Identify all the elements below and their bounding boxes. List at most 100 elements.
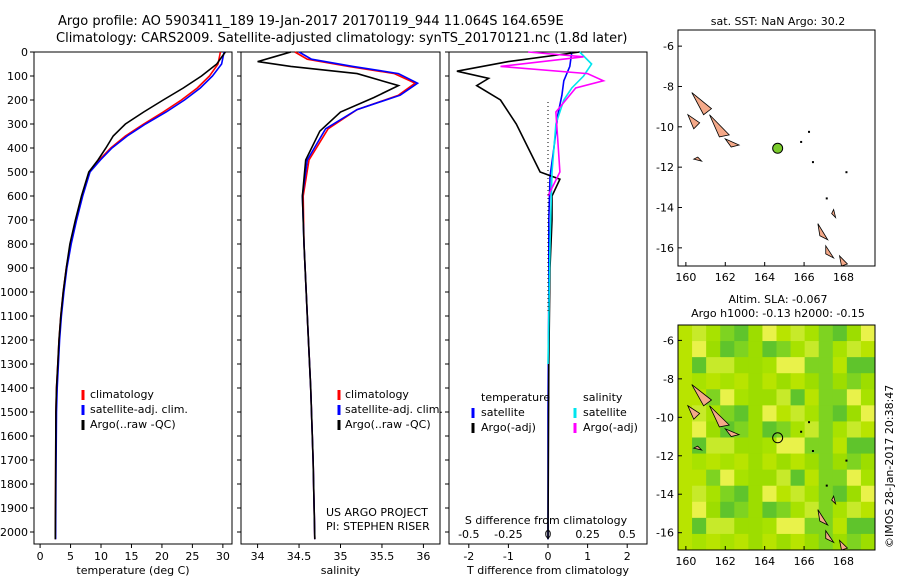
y-tick-label: -6 — [663, 40, 674, 53]
x-tick-label: 162 — [715, 555, 736, 568]
x-tick-label: 30 — [216, 550, 230, 563]
heatmap-cell — [706, 325, 721, 342]
heatmap-cell — [776, 405, 792, 422]
y-tick-label: 100 — [7, 70, 28, 83]
y-tick-label: 1000 — [0, 286, 28, 299]
y-tick-label: -16 — [656, 242, 674, 255]
heatmap-cell — [790, 469, 806, 487]
heatmap-cell — [832, 325, 848, 342]
heatmap-cell — [692, 501, 707, 519]
heatmap-cell — [762, 405, 777, 422]
heatmap-cell — [776, 389, 792, 406]
map-frame — [677, 324, 876, 551]
heatmap-cell — [832, 373, 848, 390]
heatmap-cell — [776, 421, 792, 438]
heatmap-cell — [762, 373, 777, 390]
x-axis-label: temperature (deg C) — [76, 564, 189, 577]
heatmap-cell — [846, 325, 862, 342]
heatmap-cell — [790, 341, 806, 358]
heatmap-cell — [776, 357, 792, 374]
heatmap-cell — [832, 453, 848, 471]
argo-position-marker — [772, 142, 784, 154]
heatmap-cell — [832, 341, 848, 358]
heatmap-cell — [734, 357, 749, 374]
plot-frame — [33, 51, 233, 545]
heatmap-cell — [846, 421, 862, 438]
legend-label: satellite — [583, 406, 627, 419]
heatmap-cell — [776, 437, 792, 455]
x-tick-label: 35 — [334, 550, 348, 563]
heatmap-cell — [734, 517, 749, 535]
heatmap-cell — [846, 485, 862, 503]
legend-label: Argo(-adj) — [481, 421, 536, 434]
legend-label: Argo(..raw -QC) — [345, 418, 431, 431]
heatmap-cell — [748, 485, 763, 503]
heatmap-cell — [804, 325, 820, 342]
temperature-plot: 0 5 10 15 20 25 300100200300400500600700800900… — [0, 46, 233, 577]
heatmap-cell — [734, 405, 749, 422]
x-tick-label: 164 — [754, 271, 775, 284]
y-tick-label: -14 — [656, 202, 674, 215]
y-tick-label: -10 — [656, 411, 674, 424]
series-line — [54, 51, 226, 540]
sst-map: sat. SST: NaN Argo: 30.2 160 162 164 166 168 -… — [656, 15, 876, 284]
heatmap-cell — [692, 357, 707, 374]
heatmap-cell — [818, 453, 834, 471]
heatmap-cell — [860, 357, 876, 374]
y-tick-label: -6 — [663, 334, 674, 347]
heatmap-cell — [692, 453, 707, 471]
heatmap-cell — [818, 421, 834, 438]
heatmap-cell — [748, 501, 763, 519]
heatmap-cell — [776, 469, 792, 487]
island — [724, 137, 741, 148]
island — [817, 509, 829, 526]
islet — [845, 171, 848, 174]
heatmap-cell — [776, 485, 792, 503]
heatmap-cell — [734, 533, 749, 551]
heatmap-cell — [776, 373, 792, 390]
heatmap-cell — [678, 533, 693, 551]
heatmap-cell — [692, 533, 707, 551]
series-line — [547, 51, 593, 365]
heatmap-cell — [720, 325, 735, 342]
heatmap-cell — [790, 453, 806, 471]
legend-heading: temperature — [481, 391, 550, 404]
heatmap-cell — [804, 357, 820, 374]
heatmap-cell — [762, 469, 777, 487]
heatmap-cell — [804, 485, 820, 503]
heatmap-cell — [678, 389, 693, 406]
island — [825, 529, 835, 544]
series-line — [547, 51, 573, 540]
heatmap-cell — [678, 469, 693, 487]
argo-position-marker — [772, 432, 784, 444]
heatmap-cell — [818, 325, 834, 342]
x-tick-label: 5 — [67, 550, 74, 563]
heatmap-cell — [776, 517, 792, 535]
heatmap-cell — [762, 421, 777, 438]
x-axis-label: salinity — [321, 564, 361, 577]
heatmap-cell — [846, 453, 862, 471]
y-tick-label: -12 — [656, 450, 674, 463]
heatmap-cell — [790, 421, 806, 438]
x-tick-label: 35.5 — [370, 550, 395, 563]
heatmap-cell — [860, 453, 876, 471]
heatmap-cell — [706, 421, 721, 438]
y-tick-label: 200 — [7, 94, 28, 107]
legend-label: climatology — [90, 388, 154, 401]
heatmap-cell — [678, 517, 693, 535]
heatmap-cell — [860, 341, 876, 358]
heatmap-cell — [748, 517, 763, 535]
y-tick-label: -14 — [656, 488, 674, 501]
heatmap-cell — [748, 421, 763, 438]
y-tick-label: 1100 — [0, 310, 28, 323]
heatmap-cell — [860, 517, 876, 535]
top-tick-label: 0.5 — [618, 528, 636, 541]
legend-heading: salinity — [583, 391, 623, 404]
heatmap-cell — [832, 421, 848, 438]
heatmap-cell — [818, 501, 834, 519]
heatmap-cell — [706, 357, 721, 374]
series-line — [257, 51, 401, 540]
y-tick-label: 2000 — [0, 526, 28, 539]
series-line — [500, 51, 606, 197]
